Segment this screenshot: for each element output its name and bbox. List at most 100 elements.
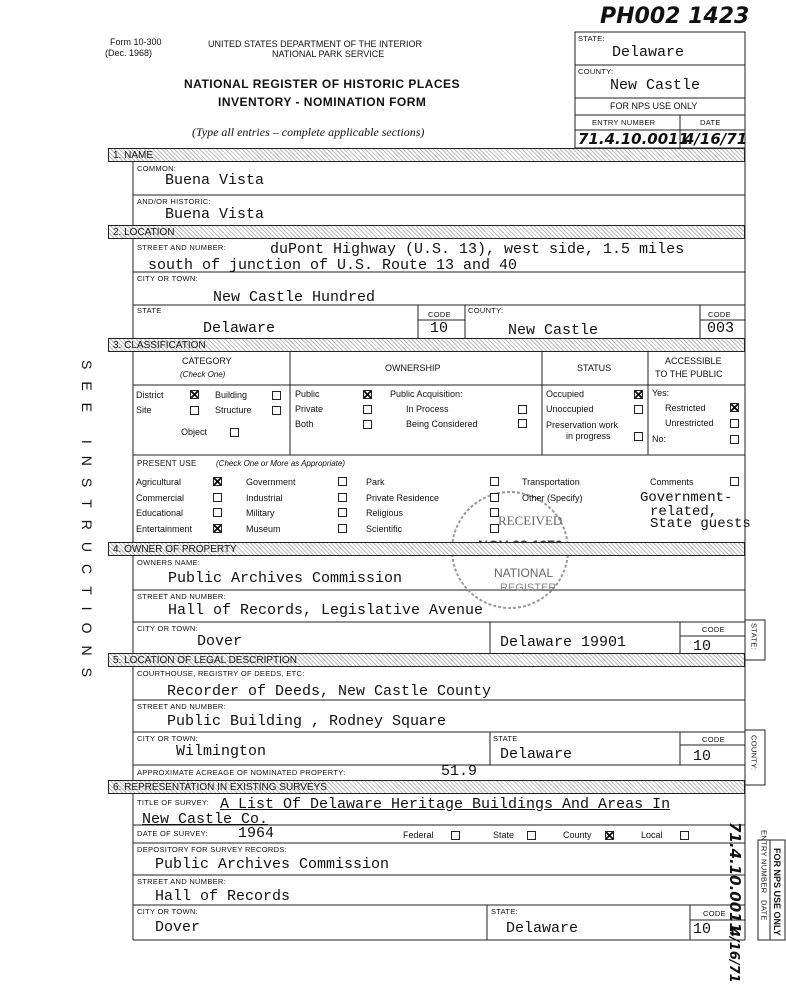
label: CODE	[702, 735, 725, 744]
label: COUNTY:	[749, 735, 759, 771]
label: CODE	[428, 310, 451, 319]
label: ENTRY NUMBER	[759, 830, 769, 894]
value: Delaware 19901	[500, 634, 627, 651]
checkbox	[490, 523, 499, 533]
option: Public	[295, 389, 320, 399]
label: CITY OR TOWN:	[137, 907, 198, 916]
value: 003	[707, 320, 735, 337]
label: FOR NPS USE ONLY	[610, 101, 698, 111]
option: Park	[366, 477, 385, 487]
column-header: TO THE PUBLIC	[655, 369, 723, 379]
checkbox	[680, 831, 689, 840]
label: STREET AND NUMBER:	[137, 702, 227, 711]
option: Government	[246, 477, 296, 487]
checkbox	[363, 405, 372, 414]
label: COMMON:	[137, 164, 177, 173]
value: New Castle Hundred	[213, 289, 376, 306]
form-number: Form 10-300	[110, 37, 162, 47]
option: Unoccupied	[546, 404, 594, 414]
checkbox	[490, 492, 499, 502]
option: Restricted	[665, 403, 706, 413]
option: District	[136, 390, 164, 400]
value: A List Of Delaware Heritage Buildings An…	[220, 796, 671, 813]
checkbox	[272, 406, 281, 415]
option: Building	[215, 390, 248, 400]
label: COUNTY:	[578, 67, 614, 76]
label: CODE	[702, 625, 725, 634]
option: Unrestricted	[665, 418, 714, 428]
option: Occupied	[546, 389, 585, 399]
value: Buena Vista	[165, 172, 265, 189]
label: AND/OR HISTORIC:	[137, 197, 211, 206]
value: duPont Highway (U.S. 13), west side, 1.5…	[270, 241, 685, 258]
value: Dover	[197, 633, 243, 650]
value: Wilmington	[176, 743, 267, 760]
heading: 2. LOCATION	[113, 227, 175, 238]
label: STREET AND NUMBER:	[137, 243, 227, 252]
value: Public Building , Rodney Square	[167, 713, 447, 730]
label: PRESENT USE	[137, 459, 197, 468]
value: New Castle	[508, 322, 599, 339]
value: New Castle Co.	[142, 811, 269, 828]
value: 4/16/71	[726, 928, 741, 983]
option: Other (Specify)	[522, 492, 583, 503]
checkbox	[634, 390, 643, 399]
column-header: CATEGORY	[182, 356, 232, 366]
value: Hall of Records, Legislative Avenue	[168, 602, 484, 619]
checkbox	[230, 428, 239, 437]
value: Delaware	[612, 44, 685, 61]
hint: (Check One)	[180, 370, 226, 379]
value: 10	[430, 320, 449, 337]
checkbox	[730, 419, 739, 428]
label: COUNTY:	[468, 306, 504, 315]
heading: 4. OWNER OF PROPERTY	[113, 544, 237, 555]
stamp-text: NATIONAL	[494, 566, 554, 580]
label: ENTRY NUMBER	[592, 118, 656, 127]
value: 10	[693, 921, 712, 938]
instructions: (Type all entries – complete applicable …	[192, 125, 425, 139]
handwritten-id: PH002 1423	[600, 4, 750, 29]
checkbox	[338, 492, 347, 502]
checkbox	[451, 831, 460, 840]
checkbox	[338, 508, 347, 517]
option: Religious	[366, 508, 404, 518]
label: COURTHOUSE, REGISTRY OF DEEDS, ETC:	[137, 669, 305, 678]
option: Scientific	[366, 523, 403, 534]
label: DEPOSITORY FOR SURVEY RECORDS:	[137, 845, 288, 854]
section-bar: 3. CLASSIFICATION	[108, 338, 745, 352]
label: CODE	[703, 909, 726, 918]
label: STATE:	[491, 907, 518, 916]
option: Local	[641, 830, 663, 840]
heading: 6. REPRESENTATION IN EXISTING SURVEYS	[113, 782, 327, 793]
service: NATIONAL PARK SERVICE	[272, 49, 385, 59]
label: DATE	[759, 900, 769, 921]
value: 51.9	[441, 763, 478, 780]
checkbox	[634, 432, 643, 441]
checkbox	[363, 420, 372, 429]
label: CITY OR TOWN:	[137, 734, 198, 743]
option: Object	[181, 427, 208, 437]
checkbox	[213, 492, 222, 502]
option: Military	[246, 508, 275, 518]
option: Commercial	[136, 492, 185, 503]
checkbox	[730, 403, 739, 412]
option: Site	[136, 405, 152, 415]
option: Agricultural	[136, 477, 182, 487]
option: County	[563, 830, 592, 840]
value: 71.4.10.0011	[578, 130, 690, 148]
checkbox	[190, 406, 199, 415]
option: In Process	[406, 404, 449, 414]
option: Comments	[650, 477, 694, 487]
checkbox	[272, 391, 281, 400]
option: Entertainment	[136, 523, 193, 534]
column-header: OWNERSHIP	[385, 363, 441, 373]
value: New Castle	[610, 77, 701, 94]
label: OWNERS NAME:	[137, 558, 201, 567]
option: Both	[295, 419, 314, 429]
value: 10	[693, 638, 712, 655]
value: 10	[693, 748, 712, 765]
option: Private	[295, 404, 324, 414]
option: Museum	[246, 523, 281, 534]
option: Structure	[215, 405, 252, 415]
value: related,	[650, 504, 718, 520]
